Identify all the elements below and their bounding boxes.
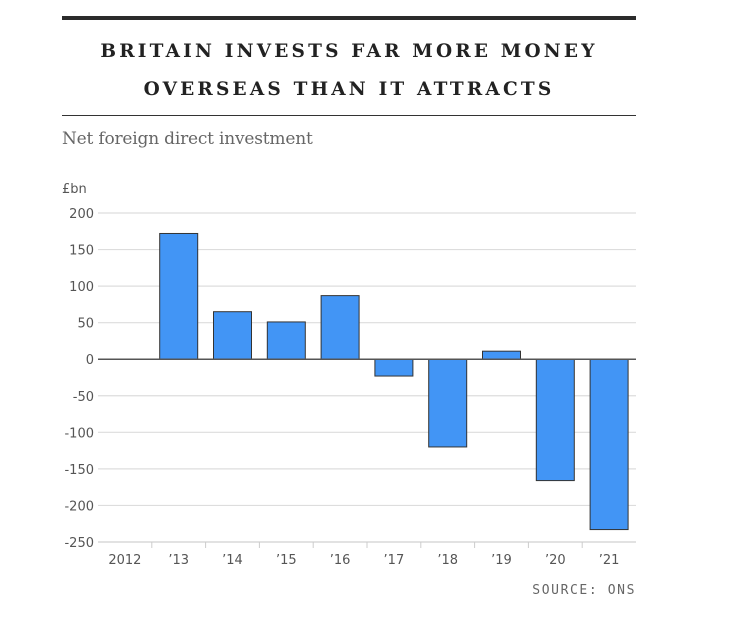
x-tick-label: ’20 [545, 553, 566, 568]
x-tick-label: ’19 [491, 553, 512, 568]
y-tick-label: 200 [69, 207, 94, 222]
y-tick-label: -150 [64, 463, 94, 478]
bars [159, 232, 629, 531]
y-tick-label: -50 [73, 390, 94, 405]
chart-subtitle: Net foreign direct investment [62, 129, 313, 149]
bar [159, 232, 199, 360]
title-divider [62, 115, 636, 116]
bar [589, 358, 629, 531]
source-note: SOURCE: ONS [532, 583, 636, 598]
bar [213, 311, 252, 360]
bar [535, 358, 575, 482]
y-tick-label: 0 [86, 353, 94, 368]
y-tick-label: 100 [69, 280, 94, 295]
bar [482, 350, 521, 360]
bar [320, 295, 360, 360]
x-tick-label: ’16 [330, 553, 351, 568]
title-line-1: BRITAIN INVESTS FAR MORE MONEY [100, 41, 598, 62]
x-tick-label: ’15 [276, 553, 297, 568]
axes: 200 150 100 50 0 -50 -100 -150 -200 -250 2012 ’13 ’1… [64, 207, 636, 568]
title-line-2: OVERSEAS THAN IT ATTRACTS [143, 79, 555, 100]
x-tick-label: 2012 [108, 553, 141, 568]
x-tick-label: ’13 [168, 553, 189, 568]
bar [428, 358, 468, 448]
y-tick-label: -250 [64, 536, 94, 551]
x-tick-label: ’21 [599, 553, 620, 568]
x-tick-label: ’17 [384, 553, 405, 568]
x-tick-label: ’14 [222, 553, 243, 568]
bar [374, 358, 414, 377]
chart-title: BRITAIN INVESTS FAR MORE MONEY OVERSEAS … [62, 33, 636, 109]
y-unit-label: £bn [62, 182, 87, 197]
y-tick-label: -100 [64, 426, 94, 441]
y-tick-label: 50 [77, 317, 94, 332]
top-rule [62, 16, 636, 20]
y-tick-label: 150 [69, 244, 94, 259]
y-tick-label: -200 [64, 499, 94, 514]
x-tick-label: ’18 [437, 553, 458, 568]
bar [266, 321, 306, 360]
